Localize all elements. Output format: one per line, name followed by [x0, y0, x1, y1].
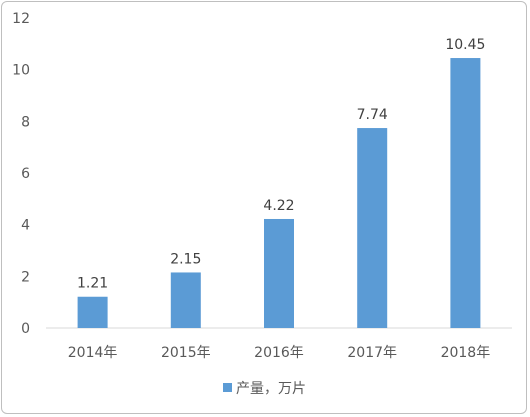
y-tick-label: 10 — [12, 63, 30, 79]
y-axis-ticks: 0 2 4 6 8 10 12 — [12, 11, 30, 337]
y-tick-label: 8 — [21, 114, 30, 130]
bar-value-label: 4.22 — [263, 198, 294, 214]
y-tick-label: 12 — [12, 11, 30, 27]
legend-label: 产量，万片 — [236, 381, 306, 397]
y-tick-label: 6 — [21, 166, 30, 182]
bar-value-label: 10.45 — [445, 37, 485, 53]
x-category-label: 2016年 — [254, 345, 304, 361]
data-labels: 1.21 2.15 4.22 7.74 10.45 — [77, 37, 485, 292]
bar — [450, 58, 481, 329]
x-axis-category-labels: 2014年 2015年 2016年 2017年 2018年 — [68, 345, 490, 361]
y-tick-label: 4 — [21, 218, 30, 234]
bar-value-label: 7.74 — [357, 107, 388, 123]
y-tick-label: 2 — [21, 269, 30, 285]
bar-value-label: 1.21 — [77, 276, 108, 292]
bar — [357, 128, 388, 328]
bars — [77, 58, 481, 329]
bar — [170, 272, 201, 328]
bar — [77, 296, 108, 328]
x-category-label: 2014年 — [68, 345, 118, 361]
bar — [264, 218, 294, 328]
x-category-label: 2018年 — [441, 345, 491, 361]
y-tick-label: 0 — [21, 321, 30, 337]
bar-value-label: 2.15 — [170, 251, 201, 267]
legend-swatch — [223, 383, 232, 392]
legend: 产量，万片 — [223, 381, 306, 397]
x-category-label: 2015年 — [161, 345, 211, 361]
x-category-label: 2017年 — [347, 345, 397, 361]
